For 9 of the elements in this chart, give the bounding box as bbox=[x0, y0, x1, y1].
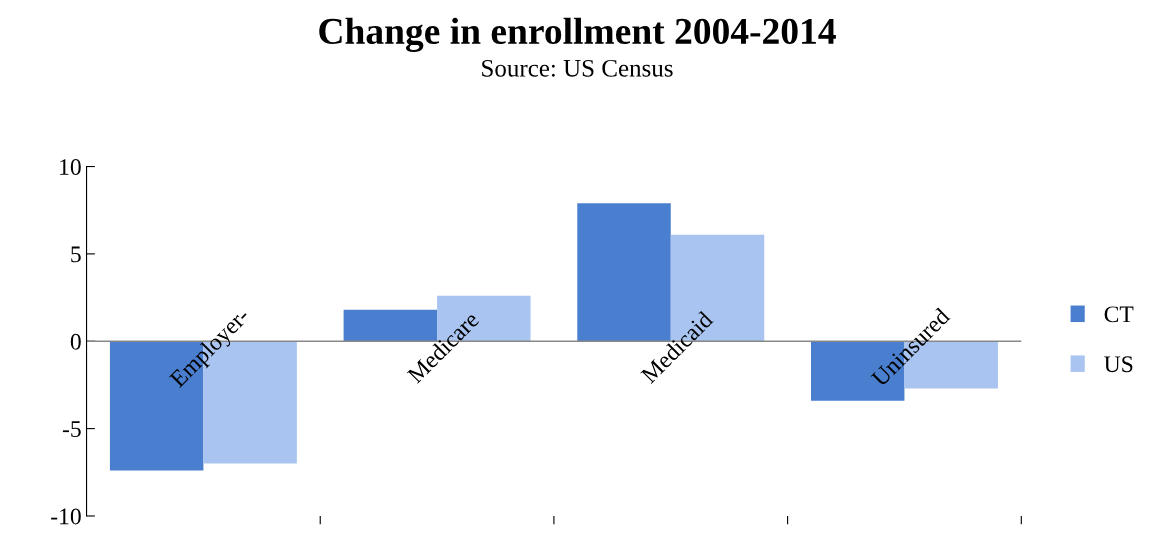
chart-subtitle: Source: US Census bbox=[482, 59, 673, 77]
y-tick-label: 10 bbox=[60, 159, 81, 175]
legend-label: CT bbox=[1104, 306, 1134, 323]
y-tick-label: -10 bbox=[51, 508, 81, 525]
y-tick-label: 5 bbox=[71, 246, 81, 263]
y-tick-label: -5 bbox=[62, 421, 81, 438]
y-tick-label: 0 bbox=[70, 333, 81, 350]
legend-label: US bbox=[1104, 356, 1133, 373]
chart-title: Change in enrollment 2004-2014 bbox=[319, 17, 836, 52]
